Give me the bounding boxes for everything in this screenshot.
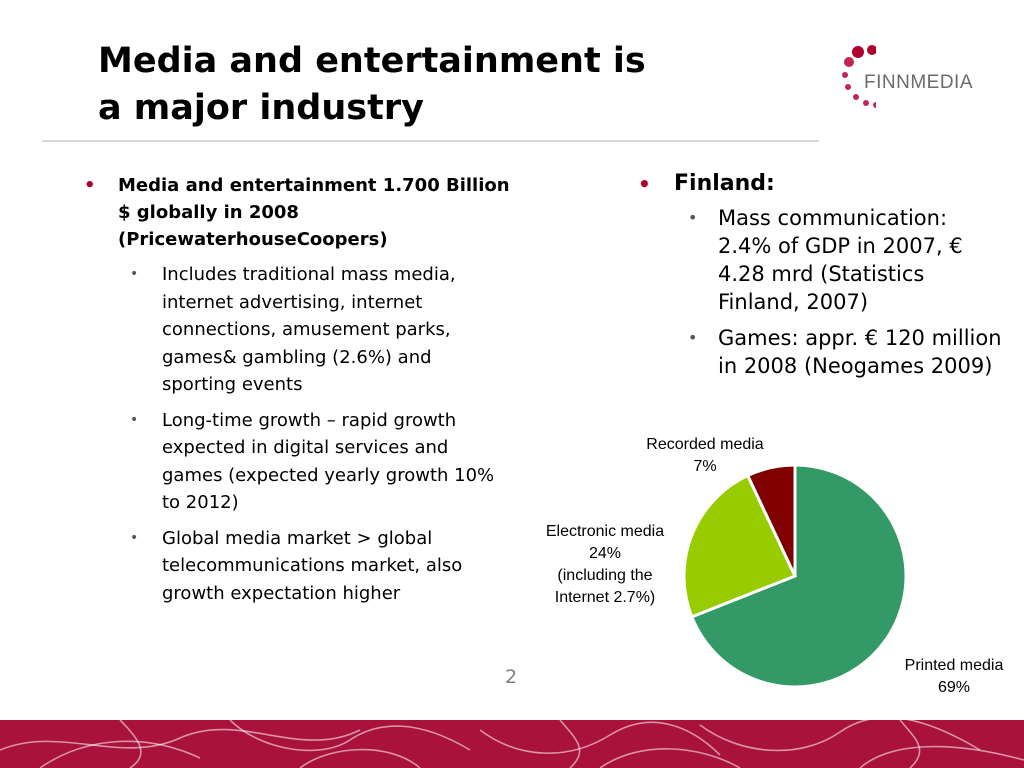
right-main-bullet-text: Finland:: [674, 171, 775, 196]
right-main-bullet: • Finland:: [636, 168, 1006, 200]
title-divider: [42, 140, 819, 142]
page-number: 2: [504, 666, 518, 688]
title-line-1: Media and entertainment is: [98, 41, 646, 81]
footer-band: [0, 720, 1024, 768]
pie-label-line: (including the: [557, 567, 653, 584]
right-sub-bullet: • Mass communication: 2.4% of GDP in 200…: [636, 204, 1006, 316]
left-main-bullet-text: Media and entertainment 1.700 Billion $ …: [118, 175, 510, 250]
right-sub-list: • Mass communication: 2.4% of GDP in 200…: [636, 204, 1006, 380]
pie-label-printed-media: Printed media 69%: [888, 655, 1020, 699]
left-sub-list: • Includes traditional mass media, inter…: [80, 261, 510, 607]
pie-label-line: Printed media: [904, 657, 1004, 674]
logo-text: FINNMEDIA: [864, 72, 973, 93]
pie-slice-electronic-media: [682, 473, 798, 619]
bullet-icon: •: [688, 208, 698, 227]
right-sub-bullet-text: Games: appr. € 120 million in 2008 (Neog…: [718, 326, 1002, 378]
pie-label-electronic-media: Electronic media 24% (including the Inte…: [530, 521, 680, 609]
bullet-icon: •: [84, 175, 96, 196]
left-sub-bullet: • Global media market > global telecommu…: [80, 525, 510, 608]
left-main-bullet: • Media and entertainment 1.700 Billion …: [80, 172, 510, 253]
title-line-2: a major industry: [98, 88, 424, 128]
pie-label-line: Internet 2.7%): [554, 589, 656, 606]
bullet-icon: •: [688, 328, 698, 347]
left-sub-bullet: • Includes traditional mass media, inter…: [80, 261, 510, 399]
pie-slice-recorded-media: [745, 463, 797, 577]
bullet-icon: •: [130, 529, 139, 546]
pie-slice-printed-media: [689, 463, 908, 689]
left-sub-bullet: • Long-time growth – rapid growth expect…: [80, 407, 510, 517]
bullet-icon: •: [638, 172, 651, 196]
bullet-icon: •: [130, 266, 139, 282]
pie-label-line: 7%: [693, 458, 717, 475]
right-sub-bullet-text: Mass communication: 2.4% of GDP in 2007,…: [718, 206, 963, 314]
right-column: • Finland: • Mass communication: 2.4% of…: [636, 168, 1006, 388]
left-sub-bullet-text: Global media market > global telecommuni…: [162, 527, 463, 604]
left-sub-bullet-text: Long-time growth – rapid growth expected…: [162, 409, 495, 514]
logo-dots-icon: [842, 45, 876, 108]
left-column: • Media and entertainment 1.700 Billion …: [80, 172, 510, 615]
pie-label-line: Recorded media: [646, 436, 764, 453]
pie-label-line: 69%: [937, 679, 971, 696]
pie-label-line: 24%: [588, 545, 622, 562]
pie-label-line: Electronic media: [545, 523, 665, 540]
pie-label-recorded-media: Recorded media 7%: [625, 434, 785, 478]
slide-title: Media and entertainment is a major indus…: [98, 38, 698, 132]
left-sub-bullet-text: Includes traditional mass media, interne…: [162, 264, 456, 395]
footer-swirl-pattern: [0, 720, 1024, 768]
right-sub-bullet: • Games: appr. € 120 million in 2008 (Ne…: [636, 324, 1006, 380]
bullet-icon: •: [130, 411, 139, 428]
finnmedia-logo: FINNMEDIA: [836, 42, 996, 112]
